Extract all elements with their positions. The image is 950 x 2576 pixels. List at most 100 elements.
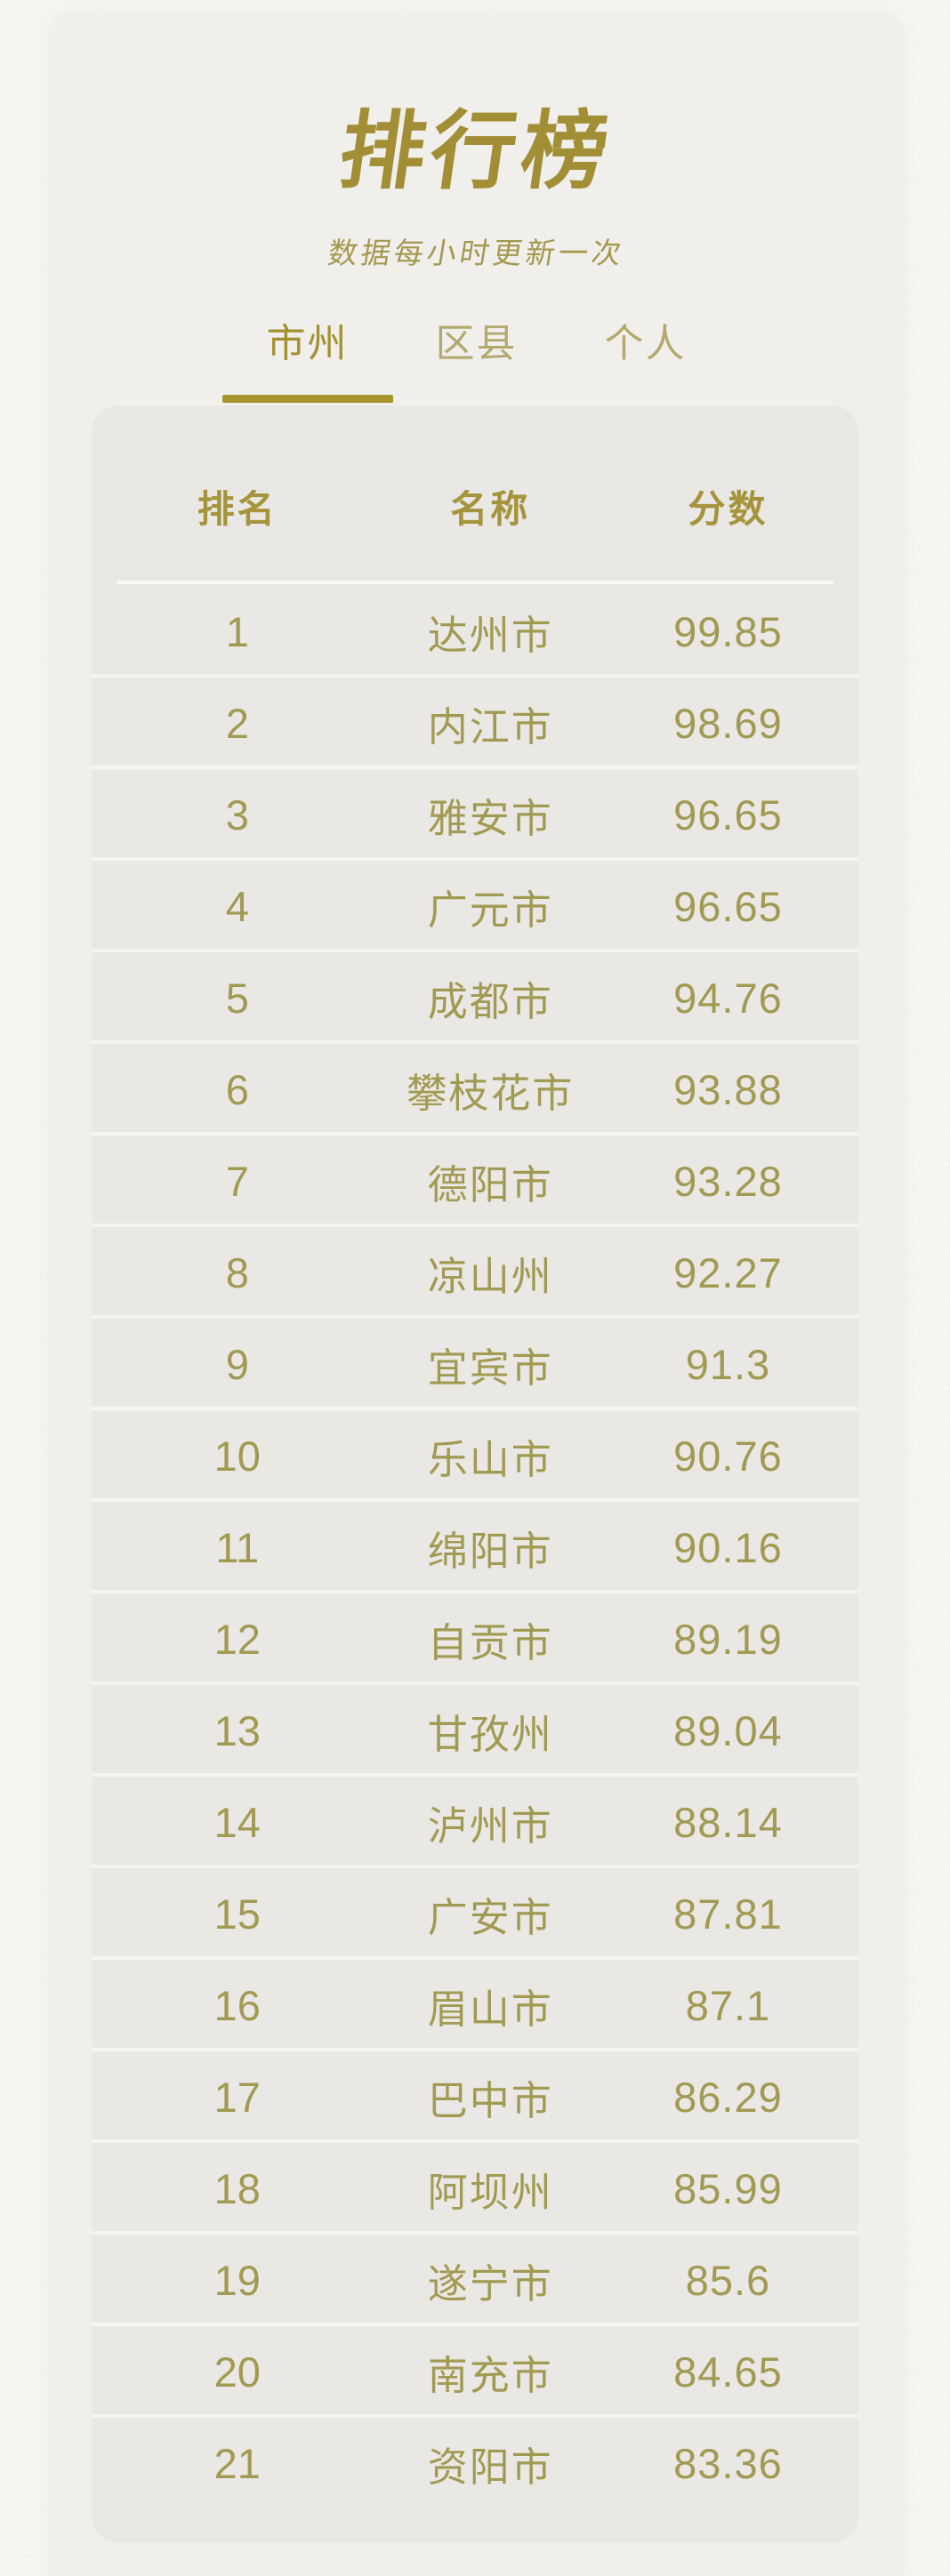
table-row: 10 乐山市 90.76 [92,1410,858,1502]
leaderboard-panel: 排名 名称 分数 1 达州市 99.85 2 内江市 98.69 3 雅安市 96.65 4 广元市… [92,405,858,2543]
table-row: 3 雅安市 96.65 [92,769,858,861]
score-cell: 87.1 [685,1982,771,2029]
score-cell: 90.16 [673,1524,783,1571]
score-cell: 96.65 [673,883,783,930]
table-row: 2 内江市 98.69 [92,678,858,769]
table-row: 5 成都市 94.76 [92,952,858,1044]
leaderboard-card: 排行榜 数据每小时更新一次 市州 区县 个人 排名 名称 分数 1 达州市 99.85 2… [49,12,904,2576]
score-cell: 85.99 [673,2165,783,2212]
page-title: 排行榜 [334,104,620,199]
table-row: 18 阿坝州 85.99 [92,2143,858,2235]
score-cell: 89.04 [673,1707,783,1754]
table-row: 1 达州市 99.85 [92,586,858,678]
rank-cell: 5 [225,975,249,1022]
rank-cell: 21 [213,2440,261,2487]
rank-cell: 17 [213,2074,261,2121]
rank-cell: 19 [213,2257,261,2304]
table-row: 8 凉山州 92.27 [92,1227,858,1319]
name-cell: 宜宾市 [427,1345,553,1391]
name-cell: 眉山市 [427,1986,553,2032]
table-row: 9 宜宾市 91.3 [92,1319,858,1410]
table-row: 15 广安市 87.81 [92,1868,858,1960]
table-row: 13 甘孜州 89.04 [92,1685,858,1777]
table-row: 7 德阳市 93.28 [92,1136,858,1227]
name-cell: 达州市 [427,613,553,658]
name-cell: 自贡市 [427,1620,553,1665]
name-cell: 成都市 [427,979,553,1024]
score-cell: 87.81 [673,1890,783,1938]
score-cell: 94.76 [673,975,783,1022]
name-cell: 资阳市 [427,2444,553,2490]
header-name: 名称 [450,488,531,530]
rank-cell: 7 [225,1158,249,1205]
name-cell: 德阳市 [427,1162,553,1208]
score-cell: 83.36 [673,2440,783,2487]
rank-cell: 14 [213,1799,261,1846]
tab-districts[interactable]: 区县 [436,321,518,403]
score-cell: 84.65 [673,2348,783,2395]
name-cell: 乐山市 [427,1437,553,1482]
table-row: 6 攀枝花市 93.88 [92,1044,858,1136]
score-cell: 91.3 [685,1341,771,1388]
table-row: 17 巴中市 86.29 [92,2051,858,2143]
tab-label: 市州 [266,322,349,365]
rank-cell: 4 [225,883,249,930]
score-cell: 92.27 [673,1249,783,1296]
header-rank: 排名 [197,488,278,530]
tab-label: 个人 [604,322,687,365]
name-cell: 广元市 [427,887,553,933]
rank-cell: 12 [213,1616,261,1663]
score-cell: 98.69 [673,700,783,747]
name-cell: 南充市 [427,2353,553,2398]
table-body: 1 达州市 99.85 2 内江市 98.69 3 雅安市 96.65 4 广元市 96.65 5 成都市… [92,586,858,2509]
tab-individuals[interactable]: 个人 [605,321,687,403]
rank-cell: 10 [213,1432,261,1480]
rank-cell: 18 [213,2165,261,2212]
score-cell: 88.14 [673,1799,783,1846]
table-row: 14 泸州市 88.14 [92,1777,858,1868]
name-cell: 内江市 [427,704,553,750]
name-cell: 遂宁市 [427,2261,553,2307]
table-row: 4 广元市 96.65 [92,861,858,952]
rank-cell: 2 [225,700,249,747]
score-cell: 85.6 [685,2257,771,2304]
table-header-row: 排名 名称 分数 [92,489,858,530]
score-cell: 93.88 [673,1066,783,1113]
tab-cities[interactable]: 市州 [221,321,393,403]
rank-cell: 1 [225,608,249,655]
name-cell: 广安市 [427,1895,553,1940]
rank-cell: 16 [213,1982,261,2029]
active-tab-underline [221,395,393,403]
tab-bar: 市州 区县 个人 [49,321,904,403]
score-cell: 99.85 [673,608,783,655]
table-row: 11 绵阳市 90.16 [92,1502,858,1593]
table-row: 19 遂宁市 85.6 [92,2235,858,2326]
name-cell: 巴中市 [427,2078,553,2123]
table-row: 16 眉山市 87.1 [92,1960,858,2051]
table-row: 21 资阳市 83.36 [92,2418,858,2509]
rank-cell: 15 [213,1890,261,1938]
rank-cell: 8 [225,1249,249,1296]
rank-cell: 9 [225,1341,249,1388]
name-cell: 泸州市 [427,1803,553,1849]
table-row: 12 自贡市 89.19 [92,1593,858,1685]
header-divider [117,581,833,584]
table-row: 20 南充市 84.65 [92,2326,858,2418]
score-cell: 90.76 [673,1432,783,1480]
score-cell: 96.65 [673,791,783,839]
score-cell: 89.19 [673,1616,783,1663]
name-cell: 绵阳市 [427,1529,553,1574]
name-cell: 雅安市 [427,796,553,841]
rank-cell: 11 [215,1524,260,1571]
score-cell: 86.29 [673,2074,783,2121]
rank-cell: 20 [213,2348,261,2395]
update-frequency-note: 数据每小时更新一次 [326,237,628,269]
rank-cell: 3 [225,791,249,839]
header-score: 分数 [688,488,769,530]
name-cell: 甘孜州 [427,1712,553,1757]
rank-cell: 6 [225,1066,249,1113]
name-cell: 阿坝州 [427,2170,553,2215]
rank-cell: 13 [213,1707,261,1754]
tab-label: 区县 [435,322,518,365]
